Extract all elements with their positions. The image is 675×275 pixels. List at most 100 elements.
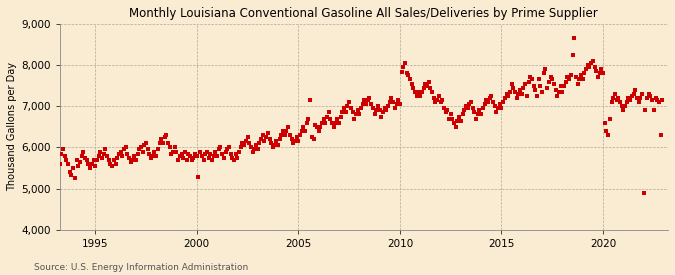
Point — [440, 110, 451, 115]
Point — [107, 164, 117, 168]
Point — [230, 152, 241, 156]
Title: Monthly Louisiana Conventional Gasoline All Sales/Deliveries by Prime Supplier: Monthly Louisiana Conventional Gasoline … — [130, 7, 598, 20]
Point — [264, 137, 275, 141]
Point — [601, 129, 612, 133]
Point — [408, 86, 419, 90]
Point — [306, 135, 317, 139]
Point — [437, 98, 448, 102]
Point — [539, 71, 549, 76]
Point — [652, 98, 663, 102]
Point — [374, 108, 385, 112]
Point — [207, 158, 217, 162]
Point — [523, 79, 534, 84]
Point — [319, 116, 329, 121]
Point — [269, 143, 280, 148]
Point — [240, 139, 251, 144]
Point — [132, 152, 143, 156]
Point — [151, 153, 161, 158]
Point — [383, 104, 394, 108]
Point — [394, 102, 405, 106]
Point — [516, 92, 527, 96]
Point — [237, 141, 248, 145]
Point — [246, 145, 256, 150]
Point — [413, 90, 424, 94]
Point — [229, 158, 240, 162]
Point — [115, 149, 126, 154]
Point — [68, 166, 78, 170]
Point — [630, 87, 641, 92]
Point — [587, 59, 598, 63]
Point — [349, 116, 360, 121]
Point — [276, 133, 287, 137]
Point — [433, 94, 444, 98]
Point — [86, 162, 97, 166]
Point — [332, 116, 343, 121]
Point — [267, 145, 278, 150]
Point — [450, 125, 461, 129]
Point — [435, 100, 446, 104]
Point — [542, 86, 553, 90]
Point — [93, 153, 104, 158]
Point — [594, 71, 605, 76]
Point — [494, 102, 505, 106]
Point — [513, 92, 524, 96]
Point — [552, 94, 563, 98]
Point — [497, 100, 508, 104]
Point — [586, 61, 597, 65]
Point — [64, 170, 75, 174]
Point — [381, 108, 392, 112]
Point — [391, 102, 402, 106]
Point — [303, 116, 314, 121]
Point — [337, 110, 348, 115]
Point — [483, 100, 493, 104]
Point — [153, 147, 163, 152]
Point — [589, 65, 600, 69]
Point — [430, 100, 441, 104]
Point — [70, 176, 80, 180]
Point — [90, 164, 101, 168]
Point — [540, 67, 551, 72]
Point — [166, 152, 177, 156]
Point — [105, 162, 116, 166]
Point — [398, 65, 408, 69]
Point — [315, 125, 326, 129]
Point — [347, 110, 358, 115]
Point — [100, 147, 111, 152]
Point — [405, 77, 416, 82]
Point — [423, 79, 434, 84]
Point — [346, 106, 356, 111]
Point — [232, 156, 243, 160]
Point — [271, 139, 281, 144]
Point — [452, 119, 463, 123]
Point — [109, 158, 119, 162]
Point — [83, 162, 94, 166]
Point — [215, 145, 226, 150]
Point — [510, 90, 520, 94]
Point — [210, 149, 221, 154]
Point — [606, 100, 617, 104]
Point — [635, 96, 646, 100]
Point — [164, 145, 175, 150]
Point — [51, 174, 61, 178]
Point — [263, 131, 273, 135]
Point — [560, 79, 571, 84]
Point — [254, 141, 265, 145]
Point — [504, 90, 515, 94]
Point — [593, 75, 603, 80]
Point — [529, 83, 539, 88]
Point — [462, 106, 473, 111]
Point — [257, 133, 268, 137]
Point — [530, 87, 541, 92]
Point — [129, 153, 140, 158]
Point — [186, 158, 197, 162]
Point — [217, 152, 227, 156]
Point — [222, 147, 233, 152]
Point — [74, 160, 85, 164]
Point — [350, 112, 361, 117]
Point — [457, 112, 468, 117]
Point — [274, 137, 285, 141]
Point — [572, 81, 583, 86]
Point — [622, 100, 632, 104]
Point — [487, 100, 498, 104]
Point — [387, 100, 398, 104]
